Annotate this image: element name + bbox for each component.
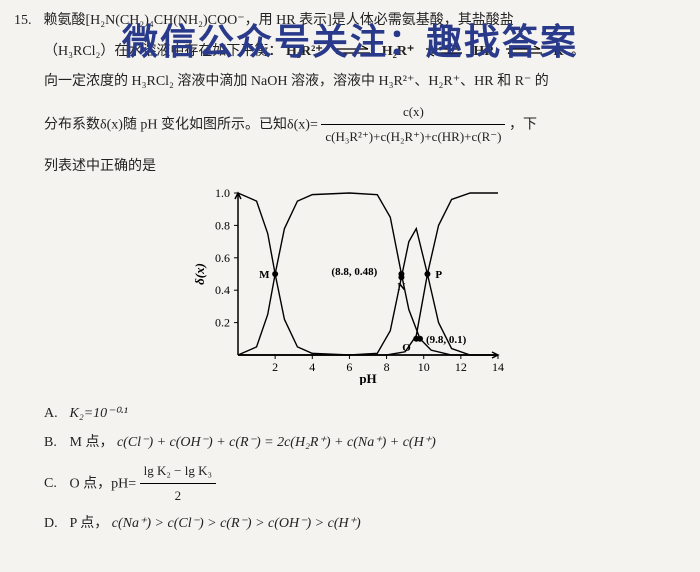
svg-text:2: 2: [272, 360, 278, 374]
question-number: 15.: [14, 8, 40, 35]
option-c-frac-den: 2: [140, 484, 216, 509]
option-d-text: c(Na⁺) > c(Cl⁻) > c(R⁻) > c(OH⁻) > c(H⁺): [112, 516, 361, 531]
eq-arrow-3: [504, 39, 544, 66]
question-line-1: 15. 赖氨酸[H₂N(CH₂)₄CH(NH₂)COO⁻，用 HR 表示]是人体…: [14, 8, 686, 35]
svg-text:14: 14: [492, 360, 504, 374]
svg-text:1.0: 1.0: [215, 186, 230, 200]
svg-text:12: 12: [455, 360, 467, 374]
delta-fraction: c(x) c(H₃R²⁺)+c(H₂R⁺)+c(HR)+c(R⁻): [321, 100, 505, 150]
svg-text:M: M: [259, 269, 270, 281]
option-b-label: B.: [44, 430, 66, 457]
eq-s4: R⁻: [553, 44, 571, 59]
eq-s1: H₃R²⁺: [286, 44, 323, 59]
option-a: A. K₂=10⁻⁰·¹: [44, 401, 686, 428]
eq-arrow-1: [332, 39, 372, 66]
option-c-pre: O 点，pH=: [70, 476, 137, 491]
option-c: C. O 点，pH= lg K₂ − lg K₃ 2: [44, 459, 686, 509]
chart-container: 2 4 6 8 10 12 14 0.2 0.4 0.6 0.8 1.0 pH δ(x) M (8.8, 0.…: [14, 185, 686, 396]
svg-text:4: 4: [309, 360, 315, 374]
svg-text:(8.8, 0.48): (8.8, 0.48): [331, 266, 377, 278]
svg-text:(9.8, 0.1): (9.8, 0.1): [426, 334, 467, 346]
question-line-4: 分布系数δ(x)随 pH 变化如图所示。已知δ(x)= c(x) c(H₃R²⁺…: [44, 100, 686, 150]
option-d: D. P 点， c(Na⁺) > c(Cl⁻) > c(R⁻) > c(OH⁻)…: [44, 511, 686, 538]
svg-text:O: O: [402, 342, 411, 354]
eq-arrow-2: [424, 39, 464, 66]
line1-text: 赖氨酸[H₂N(CH₂)₄CH(NH₂)COO⁻，用 HR 表示]是人体必需氨基…: [44, 13, 514, 28]
option-d-label: D.: [44, 511, 66, 538]
option-b: B. M 点， c(Cl⁻) + c(OH⁻) + c(R⁻) = 2c(H₂R…: [44, 430, 686, 457]
option-a-text: K₂=10⁻⁰·¹: [70, 406, 128, 421]
svg-text:0.6: 0.6: [215, 251, 230, 265]
svg-text:0.4: 0.4: [215, 283, 230, 297]
option-b-text: c(Cl⁻) + c(OH⁻) + c(R⁻) = 2c(H₂R⁺) + c(N…: [117, 435, 436, 450]
svg-text:6: 6: [346, 360, 352, 374]
eq-s3: HR: [473, 44, 494, 59]
svg-text:δ(x): δ(x): [192, 263, 207, 285]
distribution-chart: 2 4 6 8 10 12 14 0.2 0.4 0.6 0.8 1.0 pH δ(x) M (8.8, 0.…: [190, 185, 510, 385]
line4-pre: 分布系数δ(x)随 pH 变化如图所示。已知δ(x)=: [44, 117, 318, 132]
question-line-2: （H₃RCl₂）在水溶液中存在如下平衡： H₃R²⁺ H₂R⁺ HR R⁻。: [44, 39, 686, 66]
question-line-3: 向一定浓度的 H₃RCl₂ 溶液中滴加 NaOH 溶液，溶液中 H₃R²⁺、H₂…: [44, 69, 686, 96]
line4-post: ，下: [509, 117, 537, 132]
svg-text:pH: pH: [359, 371, 376, 385]
frac-num: c(x): [321, 100, 505, 126]
option-c-frac-num: lg K₂ − lg K₃: [140, 459, 216, 485]
option-b-pre: M 点，: [70, 435, 114, 450]
option-list: A. K₂=10⁻⁰·¹ B. M 点， c(Cl⁻) + c(OH⁻) + c…: [44, 401, 686, 537]
eq-s2: H₂R⁺: [382, 44, 415, 59]
svg-text:10: 10: [418, 360, 430, 374]
svg-text:P: P: [435, 269, 442, 281]
frac-den: c(H₃R²⁺)+c(H₂R⁺)+c(HR)+c(R⁻): [321, 125, 505, 150]
option-d-pre: P 点，: [70, 516, 109, 531]
option-a-label: A.: [44, 401, 66, 428]
svg-text:0.8: 0.8: [215, 218, 230, 232]
svg-text:8: 8: [384, 360, 390, 374]
line2-text: （H₃RCl₂）在水溶液中存在如下平衡：: [44, 44, 282, 59]
option-c-label: C.: [44, 471, 66, 498]
svg-text:N: N: [397, 281, 405, 293]
svg-text:0.2: 0.2: [215, 315, 230, 329]
option-c-fraction: lg K₂ − lg K₃ 2: [140, 459, 216, 509]
question-line-5: 列表述中正确的是: [44, 154, 686, 181]
